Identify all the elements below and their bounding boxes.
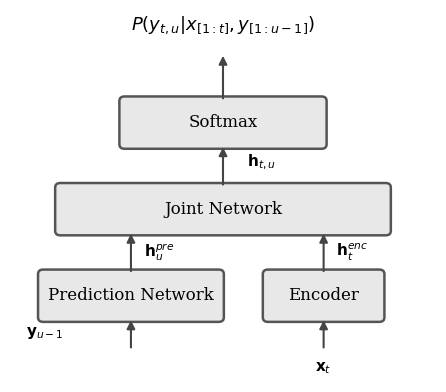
Text: $\mathbf{h}_{t,u}$: $\mathbf{h}_{t,u}$ (247, 152, 276, 172)
Text: $\mathbf{y}_{u-1}$: $\mathbf{y}_{u-1}$ (26, 325, 64, 341)
Text: $\mathbf{h}_{t}^{enc}$: $\mathbf{h}_{t}^{enc}$ (336, 242, 368, 263)
Text: Softmax: Softmax (188, 114, 258, 131)
Text: Encoder: Encoder (288, 287, 359, 304)
Text: $P(y_{t,u}|x_{[1:t]}, y_{[1:u-1]})$: $P(y_{t,u}|x_{[1:t]}, y_{[1:u-1]})$ (131, 15, 315, 35)
Text: $\mathbf{h}_{u}^{pre}$: $\mathbf{h}_{u}^{pre}$ (144, 241, 174, 263)
FancyBboxPatch shape (38, 270, 224, 322)
Text: $\mathbf{x}_{t}$: $\mathbf{x}_{t}$ (315, 361, 332, 376)
FancyBboxPatch shape (120, 96, 326, 149)
FancyBboxPatch shape (55, 183, 391, 235)
Text: Joint Network: Joint Network (164, 201, 282, 218)
Text: Prediction Network: Prediction Network (48, 287, 214, 304)
FancyBboxPatch shape (263, 270, 384, 322)
